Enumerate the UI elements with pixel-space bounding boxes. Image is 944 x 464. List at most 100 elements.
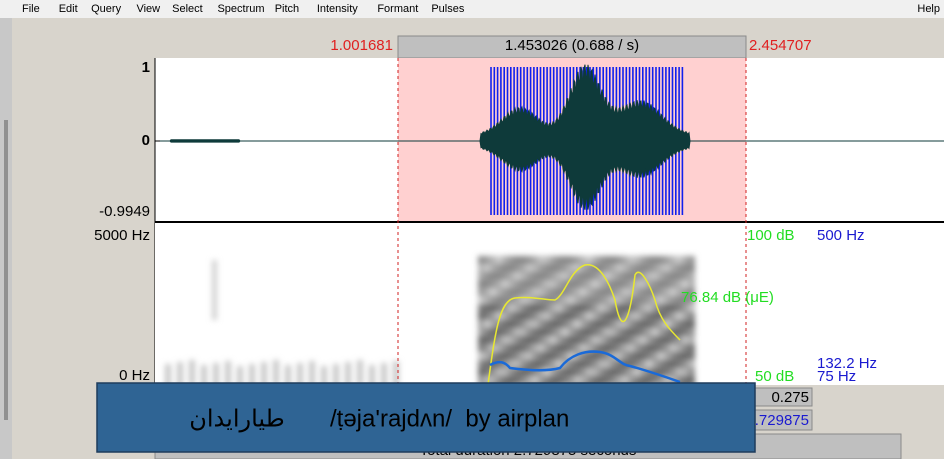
spec-cell xyxy=(532,256,539,265)
spec-cell xyxy=(568,376,575,385)
spec-cell xyxy=(550,288,557,297)
spec-cell xyxy=(592,288,599,297)
menu-item[interactable]: Intensity xyxy=(317,3,358,15)
spec-cell xyxy=(568,344,575,353)
spec-cell xyxy=(562,256,569,265)
spec-cell xyxy=(598,312,605,321)
pitch-bottom: 75 Hz xyxy=(817,368,856,385)
spec-cell xyxy=(532,272,539,281)
spec-cell xyxy=(682,264,689,273)
spec-cell xyxy=(640,304,647,313)
spec-cell xyxy=(520,264,527,273)
spec-noise xyxy=(297,363,303,388)
spec-cell xyxy=(598,264,605,273)
spec-cell xyxy=(526,264,533,273)
spec-cell xyxy=(562,344,569,353)
scroll-thumb[interactable] xyxy=(4,120,8,420)
spec-cell xyxy=(676,376,683,385)
spec-cell xyxy=(520,320,527,329)
spec-noise xyxy=(189,360,195,385)
spec-cell xyxy=(670,296,677,305)
spec-noise xyxy=(261,362,267,387)
menu-item[interactable]: Edit xyxy=(59,3,78,15)
spec-cell xyxy=(508,360,515,369)
spec-noise xyxy=(165,364,171,389)
spec-cell xyxy=(574,320,581,329)
spec-cell xyxy=(676,304,683,313)
menu-item[interactable]: Pitch xyxy=(275,3,299,15)
spec-cell xyxy=(652,344,659,353)
spec-bottom-freq: 0 Hz xyxy=(119,367,150,384)
spec-cell xyxy=(526,376,533,385)
spec-cell xyxy=(508,272,515,281)
spec-cell xyxy=(490,288,497,297)
spec-cell xyxy=(682,288,689,297)
spec-cell xyxy=(508,312,515,321)
spec-noise xyxy=(333,364,339,389)
spec-cell xyxy=(676,296,683,305)
selection-duration: 1.453026 (0.688 / s) xyxy=(505,37,639,54)
spec-cell xyxy=(478,288,485,297)
pitch-value: 132.2 Hz xyxy=(817,355,877,372)
spec-cell xyxy=(610,320,617,329)
spec-cell xyxy=(670,352,677,361)
menu-item[interactable]: Select xyxy=(172,3,203,15)
menu-item[interactable]: Spectrum xyxy=(217,3,264,15)
menu-item[interactable]: File xyxy=(22,3,40,15)
spec-cell xyxy=(658,272,665,281)
spec-cell xyxy=(616,280,623,289)
spec-cell xyxy=(586,304,593,313)
spec-cell xyxy=(646,296,653,305)
spec-cell xyxy=(586,360,593,369)
spec-cell xyxy=(598,344,605,353)
spec-cell xyxy=(592,312,599,321)
spec-cell xyxy=(478,272,485,281)
spec-cell xyxy=(664,312,671,321)
spec-cell xyxy=(484,368,491,377)
spec-cell xyxy=(604,288,611,297)
spec-cell xyxy=(586,272,593,281)
spec-cell xyxy=(688,336,695,345)
row2-label: 2.729875 xyxy=(746,412,809,429)
spec-cell xyxy=(658,320,665,329)
spec-cell xyxy=(604,344,611,353)
spec-cell xyxy=(610,368,617,377)
spec-cell xyxy=(544,264,551,273)
spec-cell xyxy=(508,288,515,297)
spec-noise xyxy=(357,360,363,385)
menu-item[interactable]: Formant xyxy=(377,3,418,15)
spec-cell xyxy=(538,328,545,337)
menu-item[interactable]: View xyxy=(136,3,160,15)
spec-cell xyxy=(640,368,647,377)
spec-noise xyxy=(237,366,243,391)
menu-item[interactable]: Pulses xyxy=(431,3,465,15)
spec-cell xyxy=(610,288,617,297)
spec-cell xyxy=(508,368,515,377)
spec-cell xyxy=(478,304,485,313)
spec-cell xyxy=(652,360,659,369)
spec-cell xyxy=(658,360,665,369)
spec-cell xyxy=(670,304,677,313)
spec-cell xyxy=(682,304,689,313)
spec-cell xyxy=(658,288,665,297)
spec-cell xyxy=(592,296,599,305)
spec-cell xyxy=(508,376,515,385)
spec-cell xyxy=(664,328,671,337)
spec-cell xyxy=(586,296,593,305)
spec-cell xyxy=(682,376,689,385)
spec-cell xyxy=(532,304,539,313)
menu-item[interactable]: Query xyxy=(91,3,121,15)
spec-cell xyxy=(652,328,659,337)
spec-cell xyxy=(622,312,629,321)
spec-cell xyxy=(634,272,641,281)
spec-cell xyxy=(640,296,647,305)
spec-cell xyxy=(580,280,587,289)
menu-help[interactable]: Help xyxy=(917,3,940,15)
spec-cell xyxy=(556,288,563,297)
spec-cell xyxy=(520,296,527,305)
spec-cell xyxy=(562,328,569,337)
spec-cell xyxy=(676,280,683,289)
spec-cell xyxy=(652,288,659,297)
spec-cell xyxy=(604,272,611,281)
spec-cell xyxy=(646,304,653,313)
